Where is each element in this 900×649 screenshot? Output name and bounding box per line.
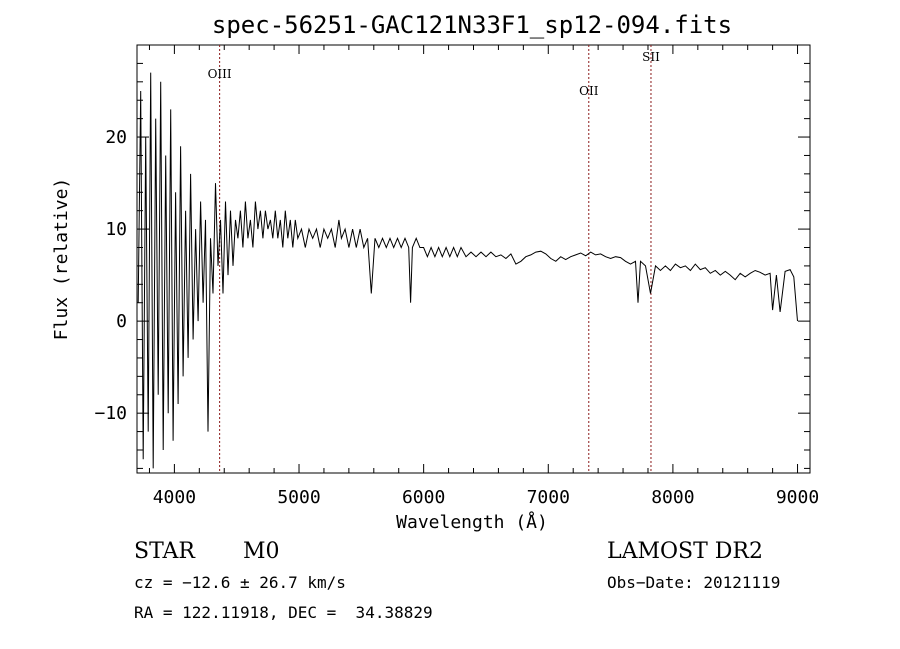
x-tick: 8000	[651, 45, 695, 508]
emission-line-markers: OIII OII SII	[208, 45, 660, 473]
x-tick-label: 8000	[651, 487, 694, 508]
marker-sii: SII	[642, 45, 660, 473]
y-tick-label: 10	[105, 219, 127, 240]
marker-oii: OII	[579, 45, 599, 473]
marker-oiii: OIII	[208, 45, 232, 473]
marker-label: OII	[579, 84, 599, 98]
y-tick: 20	[105, 127, 810, 148]
sky-coordinates: RA = 122.11918, DEC = 34.38829	[134, 603, 433, 622]
y-axis-label: Flux (relative)	[51, 178, 72, 341]
x-tick: 9000	[776, 45, 819, 508]
x-tick: 6000	[402, 45, 445, 508]
x-tick: 7000	[527, 45, 570, 508]
y-tick: 10	[105, 219, 810, 240]
x-tick: 5000	[277, 45, 321, 508]
x-axis-ticks: 4000 5000 6000 7000 8000 9000	[148, 45, 819, 508]
y-tick: 0	[116, 311, 810, 332]
y-tick-label: −10	[94, 403, 127, 424]
y-tick: −10	[94, 403, 810, 424]
y-axis-ticks: −10 0 10 20	[94, 62, 810, 469]
object-class: STAR	[134, 539, 195, 564]
observation-date: Obs−Date: 20121119	[607, 573, 781, 592]
object-subclass: M0	[243, 539, 280, 564]
survey-name: LAMOST DR2	[607, 539, 763, 564]
plot-frame	[136, 44, 811, 474]
x-tick-label: 5000	[277, 487, 320, 508]
y-tick-label: 0	[116, 311, 127, 332]
x-tick-label: 6000	[402, 487, 445, 508]
spectrum-line	[137, 72, 798, 469]
x-tick-label: 9000	[776, 487, 819, 508]
x-axis-label: Wavelength (Å)	[396, 511, 548, 533]
marker-label: OIII	[208, 67, 232, 81]
chart-title: spec-56251-GAC121N33F1_sp12-094.fits	[212, 11, 732, 39]
marker-label: SII	[642, 50, 660, 64]
x-tick-label: 4000	[153, 487, 196, 508]
x-tick: 4000	[153, 45, 196, 508]
y-tick-label: 20	[105, 127, 127, 148]
x-tick-label: 7000	[527, 487, 570, 508]
redshift-velocity: cz = −12.6 ± 26.7 km/s	[134, 573, 346, 592]
